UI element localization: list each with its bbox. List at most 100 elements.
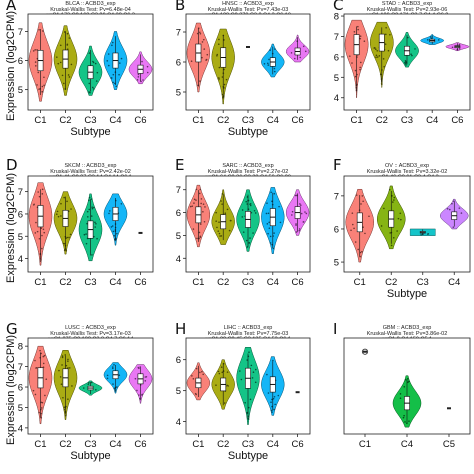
jitter-point [408, 420, 410, 422]
x-tick-label: C2 [217, 115, 229, 126]
jitter-point [361, 195, 364, 197]
jitter-point [40, 407, 43, 409]
jitter-point [200, 202, 202, 205]
jitter-point [263, 62, 266, 65]
jitter-point [362, 200, 364, 203]
x-tick-label: C4 [267, 277, 279, 288]
jitter-point [115, 85, 118, 88]
jitter-point [268, 221, 271, 224]
jitter-point [60, 215, 62, 217]
jitter-point [397, 217, 400, 220]
y-tick-label: 6 [176, 58, 181, 69]
jitter-point [95, 223, 97, 225]
jitter-point [380, 82, 383, 84]
single-value-mark-C1 [363, 350, 367, 353]
jitter-point [67, 74, 70, 76]
jitter-point [392, 236, 395, 239]
jitter-point [375, 54, 378, 57]
x-tick-label: C4 [109, 439, 121, 450]
jitter-point [194, 392, 197, 395]
jitter-point [272, 247, 275, 250]
jitter-point [43, 231, 46, 234]
jitter-point [113, 387, 116, 390]
jitter-point [449, 208, 451, 211]
jitter-point [203, 220, 206, 223]
jitter-point [216, 53, 219, 56]
x-tick-label: C6 [292, 439, 304, 450]
jitter-point [302, 221, 305, 223]
jitter-point [137, 76, 140, 78]
y-axis-title-middle: Expression (log2CPM) [5, 173, 17, 283]
jitter-point [354, 75, 357, 78]
panel-letter: B [175, 0, 185, 14]
jitter-point [59, 61, 62, 64]
jitter-point [451, 202, 453, 205]
jitter-point [354, 69, 357, 72]
jitter-point [247, 406, 250, 409]
jitter-point [407, 381, 409, 384]
jitter-point [218, 38, 220, 41]
jitter-point [242, 231, 245, 233]
panel-subtitle-line: SKCM :: ACBD3_exp [65, 163, 117, 169]
jitter-point [373, 47, 375, 49]
jitter-point [68, 37, 71, 39]
jitter-point [216, 54, 218, 57]
panel-letter: E [175, 156, 184, 174]
jitter-point [112, 383, 114, 385]
jitter-point [414, 48, 416, 50]
y-tick-label: 5 [18, 85, 23, 96]
jitter-point [66, 44, 69, 46]
jitter-point [41, 247, 43, 250]
jitter-point [267, 64, 270, 66]
jitter-point [353, 31, 356, 33]
jitter-point [38, 237, 41, 240]
jitter-point [63, 31, 66, 33]
x-tick-label: C1 [354, 277, 366, 288]
x-tick-label: C3 [401, 115, 413, 126]
jitter-point [402, 416, 405, 419]
jitter-point [199, 32, 202, 35]
jitter-point [110, 226, 113, 228]
jitter-point [390, 244, 393, 247]
jitter-point [400, 218, 402, 221]
jitter-point [57, 215, 60, 218]
jitter-point [249, 237, 251, 239]
jitter-point [68, 76, 71, 78]
jitter-point [271, 398, 273, 401]
jitter-point [86, 210, 89, 213]
jitter-point [39, 349, 41, 352]
jitter-point [355, 194, 358, 196]
panel-subtitle-line: STAD :: ACBD3_exp [382, 1, 432, 7]
panel-subtitle-line: GBM :: ACBD3_exp [383, 325, 432, 331]
jitter-point [82, 387, 85, 389]
jitter-point [37, 71, 40, 74]
x-tick-label: C1 [34, 115, 46, 126]
jitter-point [272, 359, 274, 362]
jitter-point [359, 61, 362, 64]
jitter-point [273, 408, 275, 411]
y-tick-label: 5 [176, 386, 181, 397]
jitter-point [364, 232, 366, 235]
jitter-point [218, 232, 221, 235]
jitter-point [218, 221, 220, 223]
jitter-point [252, 371, 255, 374]
jitter-point [405, 64, 407, 66]
y-tick-label: 4 [18, 254, 23, 265]
jitter-point [252, 232, 254, 234]
jitter-point [42, 30, 44, 32]
jitter-point [246, 359, 248, 361]
jitter-point [298, 228, 301, 230]
jitter-point [85, 233, 87, 235]
jitter-point [191, 205, 194, 207]
panel-letter: H [175, 320, 186, 338]
x-tick-label: C3 [242, 277, 254, 288]
jitter-point [230, 219, 232, 222]
jitter-point [198, 192, 201, 195]
jitter-point [351, 223, 354, 226]
panel-subtitle-line: Kruskal-Wallis Test: Pv=3.17e-03 [50, 331, 131, 337]
jitter-point [304, 50, 307, 53]
panel-letter: D [6, 156, 18, 174]
jitter-point [201, 370, 203, 373]
